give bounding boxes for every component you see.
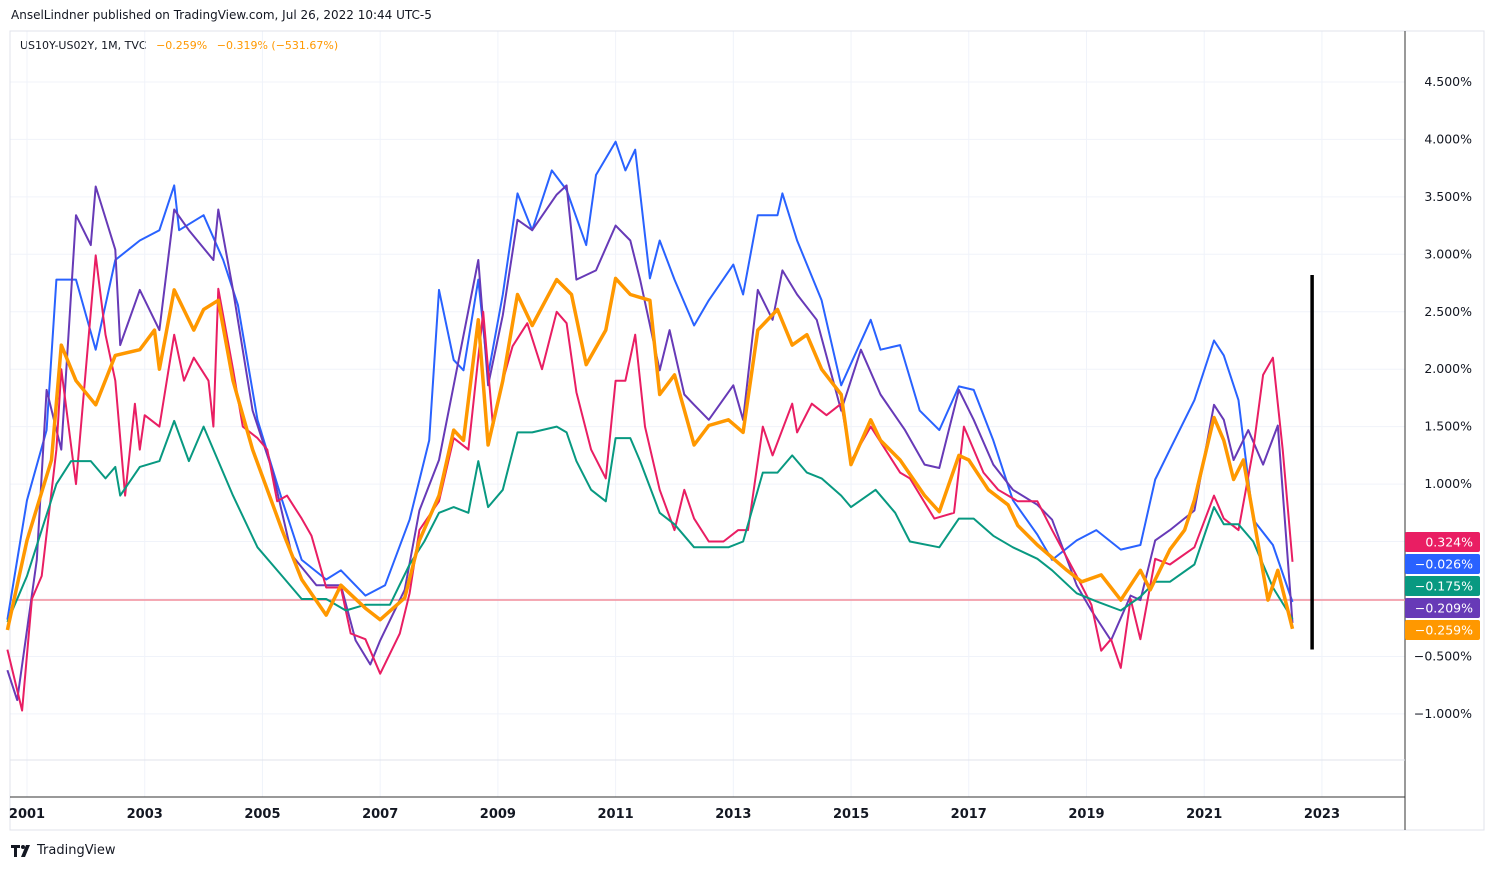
y-tick-label: 1.500%: [1424, 419, 1472, 434]
symbol-label: US10Y-US02Y, 1M, TVC: [20, 39, 147, 52]
x-tick-label: 2015: [833, 807, 869, 822]
x-tick-label: 2009: [480, 807, 516, 822]
x-tick-label: 2007: [362, 807, 398, 822]
y-tick-label: −0.500%: [1414, 648, 1472, 663]
badge-label: −0.259%: [1415, 623, 1473, 638]
x-tick-label: 2001: [9, 807, 45, 822]
badge-label: −0.026%: [1415, 557, 1473, 572]
x-tick-label: 2023: [1304, 807, 1340, 822]
badge-label: −0.209%: [1415, 601, 1473, 616]
chart-frame: [9, 30, 1485, 831]
series-line-0[interactable]: [6, 140, 1294, 620]
published-caption: AnselLindner published on TradingView.co…: [11, 8, 432, 22]
last-value-badge: −0.026%: [1405, 554, 1480, 574]
y-tick-label: 3.000%: [1424, 246, 1472, 261]
series-line-3[interactable]: [6, 419, 1294, 623]
change-value: −0.319% (−531.67%): [216, 39, 339, 52]
y-tick-label: 3.500%: [1424, 189, 1472, 204]
y-tick-label: 4.500%: [1424, 74, 1472, 89]
time-axis[interactable]: 2001 2003 2005 2007 2009 2011 2013 2015 2017 2019…: [9, 807, 1340, 822]
tradingview-logo[interactable]: TradingView: [11, 843, 116, 858]
x-tick-label: 2013: [715, 807, 751, 822]
x-tick-label: 2017: [951, 807, 987, 822]
grid: [10, 31, 1405, 797]
last-value-badge: −0.259%: [1405, 620, 1480, 640]
series-line-1[interactable]: [6, 184, 1294, 702]
y-tick-label: −1.000%: [1414, 706, 1472, 721]
series-legend: US10Y-US02Y, 1M, TVC −0.259% −0.319% (−5…: [20, 39, 338, 52]
badge-label: −0.175%: [1415, 579, 1473, 594]
y-tick-label: 1.000%: [1424, 476, 1472, 491]
series-line-4[interactable]: [5, 276, 1295, 631]
brand-name: TradingView: [37, 843, 116, 858]
tradingview-logo-icon: [11, 844, 30, 857]
badge-label: 0.324%: [1425, 535, 1473, 550]
x-tick-label: 2019: [1068, 807, 1104, 822]
last-value-badge: 0.324%: [1405, 532, 1480, 552]
y-tick-label: 2.500%: [1424, 304, 1472, 319]
y-tick-label: 4.000%: [1424, 131, 1472, 146]
last-value-badge: −0.209%: [1405, 598, 1480, 618]
x-tick-label: 2003: [127, 807, 163, 822]
x-tick-label: 2005: [244, 807, 280, 822]
last-value-badge: −0.175%: [1405, 576, 1480, 596]
y-tick-label: 2.000%: [1424, 361, 1472, 376]
x-tick-label: 2021: [1186, 807, 1222, 822]
series-lines: [5, 140, 1295, 712]
last-value-badges: 0.324% −0.026% −0.175% −0.209% −0.259%: [1405, 532, 1480, 640]
x-tick-label: 2011: [598, 807, 634, 822]
price-axis[interactable]: 4.500% 4.000% 3.500% 3.000% 2.500% 2.000% 1.50…: [1414, 74, 1472, 721]
last-value: −0.259%: [156, 39, 208, 52]
